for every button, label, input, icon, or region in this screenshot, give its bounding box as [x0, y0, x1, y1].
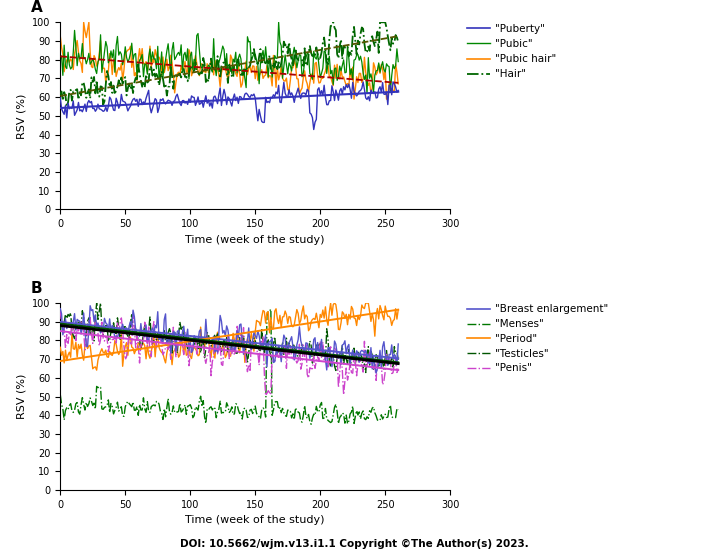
Text: DOI: 10.5662/wjm.v13.i1.1 Copyright ©The Author(s) 2023.: DOI: 10.5662/wjm.v13.i1.1 Copyright ©The… — [180, 539, 529, 549]
Legend: "Puberty", "Pubic", "Pubic hair", "Hair": "Puberty", "Pubic", "Pubic hair", "Hair" — [467, 24, 557, 79]
X-axis label: Time (week of the study): Time (week of the study) — [186, 515, 325, 525]
X-axis label: Time (week of the study): Time (week of the study) — [186, 234, 325, 245]
Y-axis label: RSV (%): RSV (%) — [16, 93, 27, 139]
Legend: "Breast enlargement", "Menses", "Period", "Testicles", "Penis": "Breast enlargement", "Menses", "Period"… — [467, 305, 608, 373]
Text: A: A — [31, 0, 43, 15]
Text: B: B — [31, 281, 43, 296]
Y-axis label: RSV (%): RSV (%) — [16, 374, 27, 419]
